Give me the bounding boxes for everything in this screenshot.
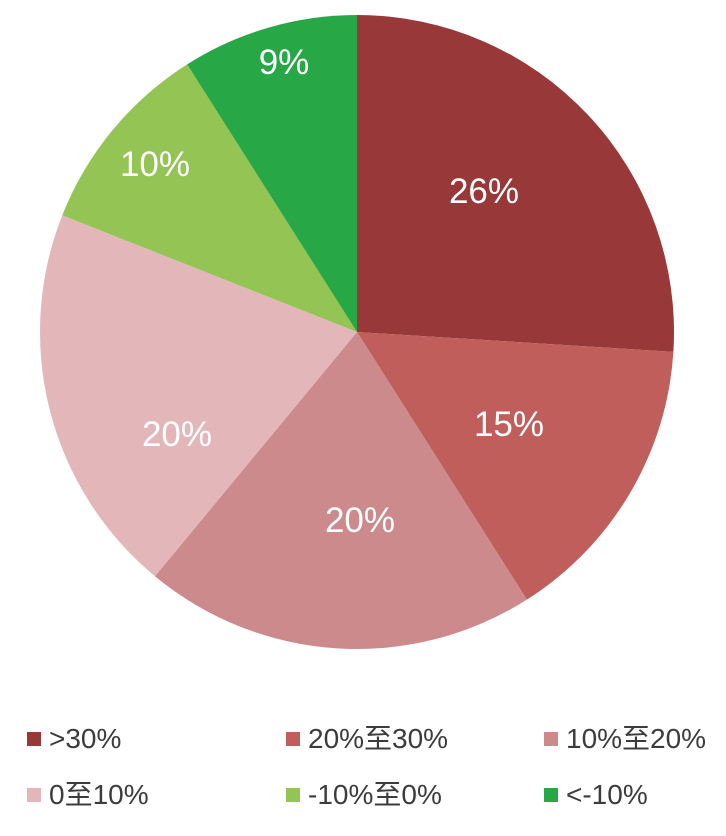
svg-text:26%: 26% [449,172,519,211]
svg-text:9%: 9% [259,43,310,82]
svg-text:20%: 20% [142,415,212,454]
svg-text:15%: 15% [474,405,544,444]
svg-text:10%: 10% [120,145,190,184]
svg-text:20%: 20% [325,501,395,540]
